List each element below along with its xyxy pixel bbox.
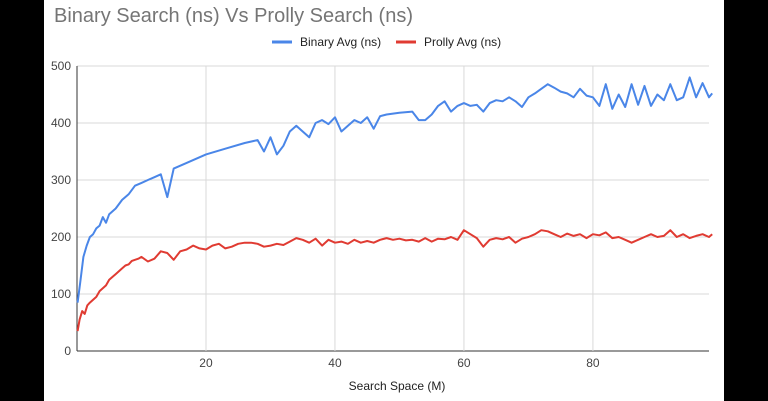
legend: Binary Avg (ns) Prolly Avg (ns) [272, 35, 501, 49]
y-tick-label: 200 [51, 230, 71, 244]
y-tick-label: 0 [64, 344, 71, 358]
y-tick-label: 500 [51, 59, 71, 73]
y-axis-ticks: 0 100 200 300 400 500 [51, 59, 71, 358]
legend-label-binary: Binary Avg (ns) [300, 35, 381, 49]
series-line-prolly [76, 229, 713, 332]
grid [76, 65, 709, 352]
y-tick-label: 100 [51, 287, 71, 301]
chart-title: Binary Search (ns) Vs Prolly Search (ns) [54, 5, 413, 27]
series-line-binary [76, 76, 713, 303]
chart-svg: Binary Search (ns) Vs Prolly Search (ns)… [51, 5, 713, 393]
x-axis-title: Search Space (M) [349, 379, 446, 393]
x-tick-label: 40 [328, 356, 342, 370]
x-tick-label: 80 [586, 356, 600, 370]
y-tick-label: 300 [51, 173, 71, 187]
y-tick-label: 400 [51, 116, 71, 130]
x-tick-label: 20 [199, 356, 213, 370]
x-axis-ticks: 20 40 60 80 [199, 356, 600, 370]
legend-label-prolly: Prolly Avg (ns) [424, 35, 501, 49]
x-tick-label: 60 [457, 356, 471, 370]
series-lines [76, 76, 713, 332]
